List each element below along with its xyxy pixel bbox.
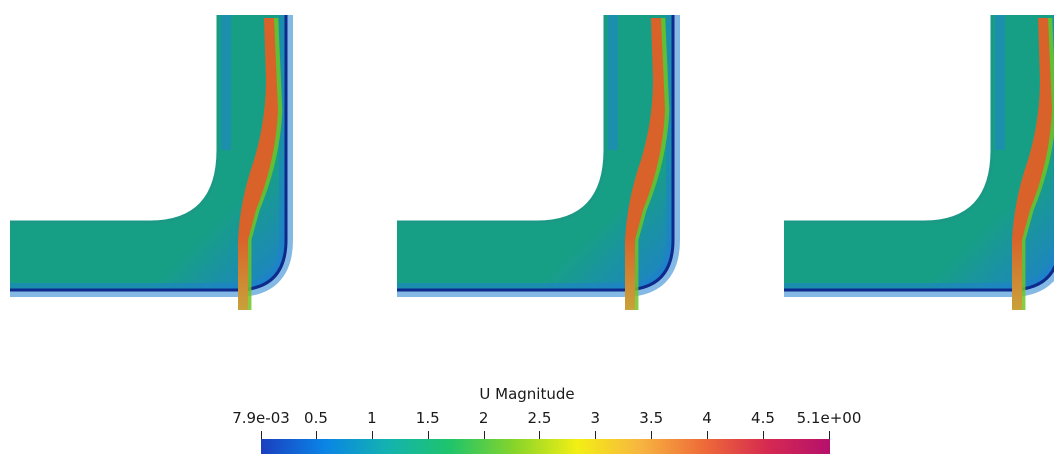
viewport[interactable]: [0, 0, 1054, 320]
colorbar-tick-mark: [595, 431, 596, 439]
colorbar-tick-label: 1: [367, 409, 377, 427]
colorbar-tick-label: 3: [590, 409, 601, 427]
colorbar-tick-label: 4.5: [751, 409, 775, 427]
jet-core: [1012, 18, 1052, 310]
colorbar-tick-mark: [428, 431, 429, 439]
colorbar-tick-mark: [651, 431, 652, 439]
colorbar-tick-mark: [829, 431, 830, 439]
inner-wall: [784, 15, 994, 224]
duct-body: [784, 15, 1054, 290]
colorbar-tick-label: 2.5: [527, 409, 552, 427]
colorbar-title: U Magnitude: [479, 385, 575, 403]
inner-wall: [397, 15, 607, 224]
colorbar-tick-label: 3.5: [639, 409, 664, 427]
colorbar-tick-mark: [484, 431, 485, 439]
duct-body: [10, 15, 286, 290]
duct-body: [397, 15, 673, 290]
flow-panel-3: [784, 15, 1054, 310]
jet-core: [238, 18, 278, 310]
colorbar-tick-label: 0.5: [304, 409, 328, 427]
colorbar-tick-mark: [316, 431, 317, 439]
flow-panel-1: [10, 15, 293, 310]
colorbar-tick-mark: [261, 431, 262, 439]
colorbar-tick-label: 2: [478, 409, 489, 427]
inner-wall: [10, 15, 220, 224]
colorbar-tick-label: 4: [702, 409, 712, 427]
colorbar-gradient: [261, 439, 830, 454]
jet-core: [625, 18, 665, 310]
colorbar-tick-label: 1.5: [415, 409, 440, 427]
colorbar-tick-mark: [372, 431, 373, 439]
colorbar-tick-label: 7.9e-03: [232, 409, 290, 427]
flow-panel-2: [397, 15, 680, 310]
colorbar-tick-label: 5.1e+00: [796, 409, 862, 427]
colorbar-tick-mark: [539, 431, 540, 439]
colorbar-tick-mark: [763, 431, 764, 439]
colorbar-tick-mark: [707, 431, 708, 439]
colorbar-legend: U Magnitude 7.9e-03 0.5 1 1.5 2 2.5 3 3.5 4 4.5 5.…: [0, 380, 1054, 455]
